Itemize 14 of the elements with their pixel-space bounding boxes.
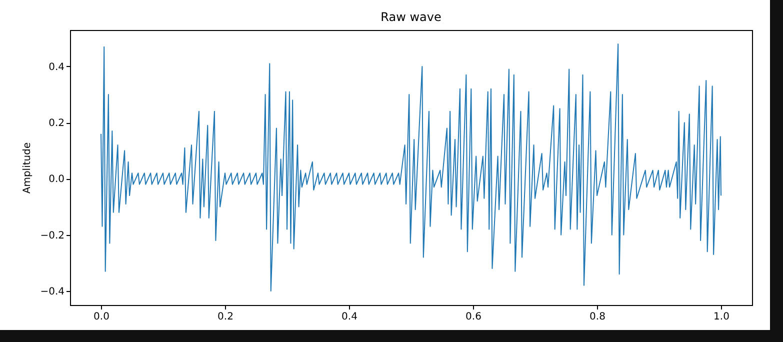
y-tick-label: 0.2 xyxy=(48,118,64,130)
y-tick-label: −0.2 xyxy=(40,230,64,242)
y-axis-title: Amplitude xyxy=(22,142,34,194)
x-tick-label: 0.6 xyxy=(466,312,482,322)
x-tick-label: 1.0 xyxy=(714,312,730,322)
x-tick-label: 0.0 xyxy=(94,312,110,322)
x-tick-label: 0.2 xyxy=(218,312,234,322)
y-tick-label: 0.4 xyxy=(48,62,64,73)
line-series xyxy=(100,44,722,292)
x-tick-label: 0.8 xyxy=(590,312,606,322)
x-tick-label: 0.4 xyxy=(342,312,358,322)
chart-title: Raw wave xyxy=(380,10,442,24)
y-tick-label: −0.4 xyxy=(40,286,64,298)
y-tick-label: 0.0 xyxy=(48,174,64,186)
